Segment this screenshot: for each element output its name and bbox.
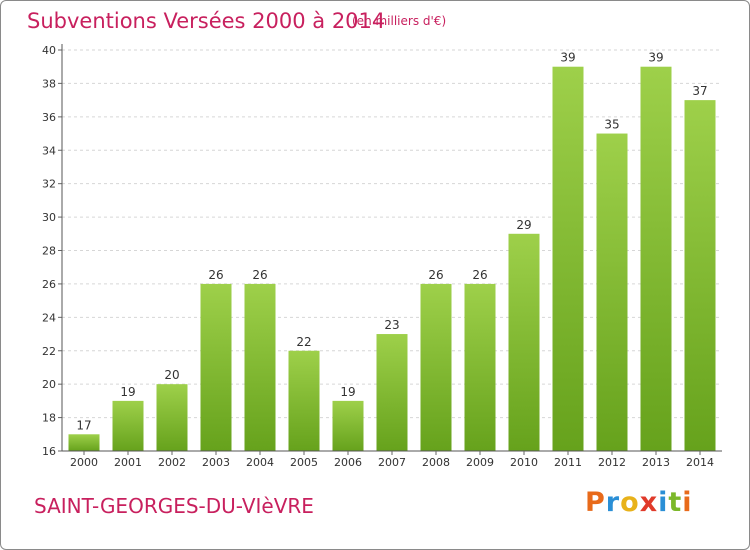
chart-subtitle: (en milliers d'€) (352, 14, 447, 28)
x-tick-label: 2001 (114, 456, 142, 469)
bar-2000 (68, 434, 100, 451)
x-tick-label: 2007 (378, 456, 406, 469)
x-tick-label: 2013 (642, 456, 670, 469)
chart-title: Subventions Versées 2000 à 2014 (27, 9, 386, 33)
x-tick-label: 2009 (466, 456, 494, 469)
y-tick-label: 28 (42, 245, 56, 258)
bar-2007 (376, 334, 408, 451)
data-label: 26 (472, 268, 487, 282)
data-label: 20 (164, 368, 179, 382)
y-tick-label: 38 (42, 77, 56, 90)
y-tick-label: 22 (42, 345, 56, 358)
x-tick-label: 2008 (422, 456, 450, 469)
logo-letter: x (639, 487, 659, 518)
x-tick-label: 2004 (246, 456, 274, 469)
data-label: 26 (252, 268, 267, 282)
data-label: 19 (340, 385, 355, 399)
x-tick-label: 2010 (510, 456, 538, 469)
x-tick-label: 2002 (158, 456, 186, 469)
bar-2001 (112, 400, 144, 451)
logo-letter: t (668, 487, 683, 518)
x-tick-label: 2012 (598, 456, 626, 469)
logo-letter: i (682, 487, 693, 518)
bar-2002 (156, 384, 188, 451)
x-tick-label: 2011 (554, 456, 582, 469)
data-label: 39 (560, 51, 575, 65)
data-label: 39 (648, 51, 663, 65)
bar-2005 (288, 350, 320, 451)
bar-2011 (552, 66, 584, 451)
data-label: 17 (76, 418, 91, 432)
y-tick-label: 36 (42, 111, 56, 124)
y-tick-label: 18 (42, 412, 56, 425)
y-tick-label: 32 (42, 178, 56, 191)
data-label: 29 (516, 218, 531, 232)
proxiti-logo: Proxiti (585, 487, 693, 518)
x-tick-label: 2003 (202, 456, 230, 469)
y-tick-label: 26 (42, 278, 56, 291)
x-tick-label: 2014 (686, 456, 714, 469)
y-tick-label: 40 (42, 44, 56, 57)
logo-letter: i (658, 487, 669, 518)
bar-2008 (420, 283, 452, 451)
y-tick-label: 30 (42, 211, 56, 224)
y-tick-label: 16 (42, 445, 56, 458)
x-tick-label: 2000 (70, 456, 98, 469)
data-label: 37 (692, 84, 707, 98)
y-tick-label: 34 (42, 144, 56, 157)
data-label: 26 (428, 268, 443, 282)
x-tick-label: 2006 (334, 456, 362, 469)
bar-2009 (464, 283, 496, 451)
bar-2004 (244, 283, 276, 451)
bar-2012 (596, 133, 628, 451)
bar-2006 (332, 400, 364, 451)
data-label: 23 (384, 318, 399, 332)
bar-2014 (684, 100, 716, 451)
logo-letter: P (585, 487, 606, 518)
bar-2003 (200, 283, 232, 451)
logo-letter: r (605, 487, 621, 518)
x-tick-label: 2005 (290, 456, 318, 469)
data-label: 19 (120, 385, 135, 399)
data-label: 22 (296, 335, 311, 349)
bar-2010 (508, 233, 540, 451)
y-tick-label: 24 (42, 311, 56, 324)
y-tick-label: 20 (42, 378, 56, 391)
data-label: 35 (604, 118, 619, 132)
bar-2013 (640, 66, 672, 451)
data-label: 26 (208, 268, 223, 282)
commune-name: SAINT-GEORGES-DU-VIèVRE (34, 494, 314, 518)
logo-letter: o (620, 487, 640, 518)
